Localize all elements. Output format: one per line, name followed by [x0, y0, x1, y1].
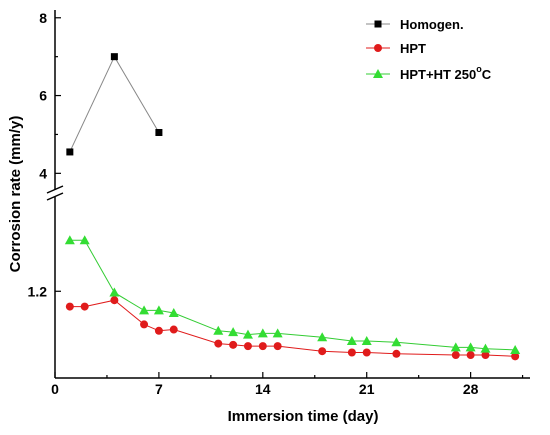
- data-point: [272, 328, 283, 338]
- chart-legend: Homogen. HPT HPT+HT 250oC: [366, 17, 492, 82]
- y-axis-tick-label: 1.2: [28, 283, 48, 299]
- data-point: [80, 302, 89, 311]
- data-point: [273, 342, 282, 351]
- series-line: [69, 239, 516, 351]
- data-point: [361, 336, 372, 346]
- legend-label: HPT: [400, 41, 426, 56]
- legend-entry: Homogen.: [366, 17, 464, 32]
- data-point: [243, 342, 252, 351]
- chart-plot-area: [64, 53, 521, 361]
- legend-label-superscript: o: [476, 64, 482, 74]
- data-point: [511, 352, 520, 361]
- data-point: [168, 307, 179, 317]
- data-point: [480, 343, 491, 353]
- legend-entry: HPT: [366, 41, 426, 56]
- data-point: [64, 235, 75, 245]
- data-point: [65, 302, 74, 311]
- data-point: [153, 305, 164, 315]
- data-point: [109, 287, 120, 297]
- data-point: [257, 328, 268, 338]
- data-point: [318, 347, 327, 356]
- legend-label: Homogen.: [400, 17, 464, 32]
- data-point: [362, 348, 371, 357]
- data-point: [346, 336, 357, 346]
- series-2: [64, 235, 521, 354]
- data-point: [155, 129, 163, 136]
- data-point: [110, 296, 119, 305]
- legend-marker: [374, 20, 382, 28]
- data-point: [66, 148, 74, 156]
- y-axis-title: Corrosion rate (mm/y): [7, 116, 24, 273]
- data-point: [317, 332, 328, 342]
- data-point: [465, 342, 476, 352]
- series-line: [69, 55, 160, 153]
- data-point: [169, 325, 178, 334]
- data-point: [451, 351, 460, 360]
- y-axis-tick-label: 4: [39, 165, 47, 181]
- data-point: [392, 349, 401, 358]
- y-axis-tick-label: 6: [39, 88, 47, 104]
- data-point: [139, 305, 150, 315]
- data-point: [79, 235, 90, 245]
- data-point: [213, 325, 224, 335]
- legend-label: HPT+HT 250oC: [400, 64, 492, 82]
- data-point: [154, 326, 163, 335]
- data-point: [110, 53, 118, 61]
- data-point: [510, 344, 521, 354]
- series-line: [69, 299, 516, 357]
- x-axis-tick-label: 21: [359, 381, 375, 397]
- x-axis-tick-label: 7: [155, 381, 163, 397]
- y-axis-tick-label: 8: [39, 10, 47, 26]
- x-axis-tick-label: 14: [255, 381, 271, 397]
- data-point: [481, 351, 490, 360]
- legend-marker: [374, 44, 382, 52]
- y-axis-break-mark: [46, 185, 64, 194]
- y-axis-break-mark: [46, 192, 64, 201]
- data-point: [140, 320, 149, 329]
- chart-axes: 0 7 14 21 28 4 6 8 1.2: [28, 10, 530, 397]
- data-point: [466, 351, 475, 360]
- data-point: [242, 329, 253, 339]
- legend-marker: [373, 69, 383, 78]
- data-point: [229, 340, 238, 349]
- legend-label-suffix: C: [482, 67, 492, 82]
- legend-entry: HPT+HT 250oC: [366, 64, 492, 82]
- data-point: [214, 339, 223, 348]
- data-point: [347, 348, 356, 357]
- x-axis-title: Immersion time (day): [228, 408, 379, 425]
- data-point: [258, 342, 267, 351]
- data-point: [391, 337, 402, 347]
- x-axis-tick-label: 28: [463, 381, 479, 397]
- data-point: [450, 342, 461, 352]
- series-0: [66, 53, 163, 156]
- x-axis-tick-label: 0: [51, 381, 59, 397]
- data-point: [228, 327, 239, 337]
- series-1: [65, 296, 520, 361]
